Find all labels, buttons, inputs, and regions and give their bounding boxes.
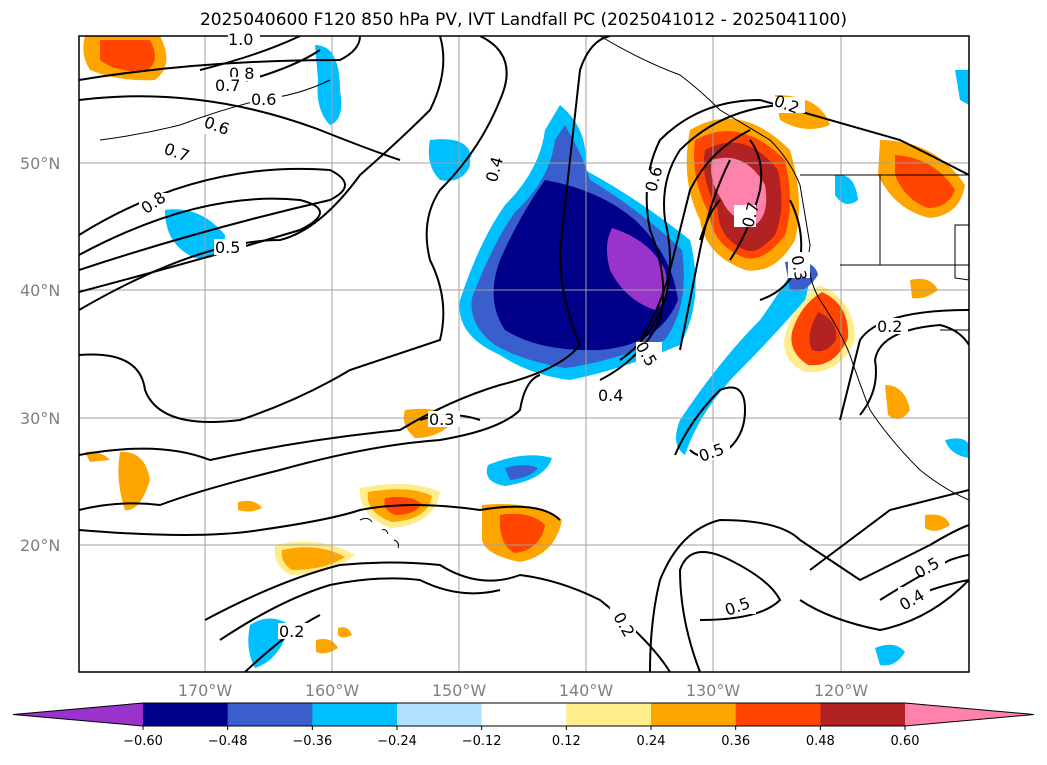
lat-tick-label: 50°N <box>20 154 60 173</box>
contour-label: 0.4 <box>598 386 623 405</box>
colorbar-tick-label: −0.48 <box>208 734 248 749</box>
map-frame <box>78 35 970 673</box>
colorbar-segment <box>227 703 313 726</box>
colorbar-tick-label: 0.36 <box>721 734 750 749</box>
colorbar-segment <box>820 703 906 726</box>
lat-tick-label: 30°N <box>20 409 60 428</box>
positive-pv-anomaly-california <box>784 285 855 373</box>
colorbar-tick-label: −0.60 <box>123 734 163 749</box>
colorbar-segment <box>143 703 229 726</box>
lon-tick-label: 140°W <box>559 681 614 700</box>
colorbar-segment <box>735 703 821 726</box>
colorbar-tick-label: −0.12 <box>462 734 502 749</box>
colorbar-tick-label: 0.24 <box>637 734 666 749</box>
colorbar: −0.60 −0.48 −0.36 −0.24 −0.12 0.12 0.24 0.36 0.4… <box>12 702 1035 749</box>
lon-tick-label: 160°W <box>305 681 360 700</box>
lat-tick-label: 40°N <box>20 281 60 300</box>
map-content <box>79 36 969 672</box>
lon-tick-labels: 170°W 160°W 150°W 140°W 130°W 120°W <box>178 681 869 700</box>
colorbar-tick-label: 0.48 <box>806 734 835 749</box>
colorbar-segment <box>312 703 398 726</box>
lon-tick-label: 170°W <box>178 681 233 700</box>
colorbar-tick-label: 0.12 <box>552 734 581 749</box>
colorbar-extension-high <box>905 703 1034 726</box>
colorbar-segment <box>566 703 652 726</box>
positive-pv-anomaly-northwest <box>83 36 167 81</box>
lon-tick-label: 130°W <box>686 681 741 700</box>
lat-lon-grid <box>79 36 969 672</box>
colorbar-tick-label: −0.36 <box>292 734 332 749</box>
negative-pv-anomaly-strip <box>676 265 809 455</box>
lat-tick-label: 20°N <box>20 536 60 555</box>
colorbar-tick-label: −0.24 <box>377 734 417 749</box>
lon-tick-label: 150°W <box>432 681 487 700</box>
contour-label: 0.2 <box>877 317 902 336</box>
coastline <box>99 36 969 549</box>
colorbar-segment <box>397 703 483 726</box>
contour-label: 0.2 <box>279 622 304 641</box>
contour-label: 0.3 <box>787 254 810 282</box>
contour-label: 0.7 <box>215 76 240 95</box>
contour-label: 0.5 <box>215 238 240 257</box>
colorbar-segment <box>651 703 737 726</box>
colorbar-tick-label: 0.60 <box>891 734 920 749</box>
colorbar-extension-low <box>13 703 143 726</box>
contour-label: 1.0 <box>228 30 253 49</box>
lat-tick-labels: 50°N 40°N 30°N 20°N <box>20 154 60 555</box>
colorbar-segment <box>481 703 567 726</box>
lon-tick-label: 120°W <box>814 681 869 700</box>
figure-title: 2025040600 F120 850 hPa PV, IVT Landfall… <box>199 10 847 30</box>
contour-label: 0.3 <box>429 410 454 429</box>
contour-label: 0.6 <box>251 90 276 109</box>
